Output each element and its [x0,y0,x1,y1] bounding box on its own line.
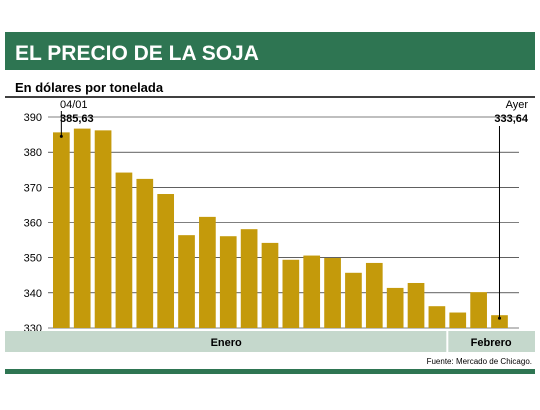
bar [219,236,237,328]
annotation-dot [497,316,501,320]
bar [365,262,383,328]
y-tick-label: 380 [24,147,42,159]
month-label: Enero [211,337,242,349]
chart-title: EL PRECIO DE LA SOJA [15,42,259,65]
bar [94,130,112,328]
bar [115,172,133,328]
bar [282,259,300,328]
annotation-value: 385,63 [60,113,94,125]
annotation-label: 04/01 [60,99,88,111]
bar [470,292,487,328]
bottom-rule [5,369,535,374]
bar [324,258,341,328]
bar [428,306,446,328]
bar [449,312,467,328]
bar [303,255,321,328]
y-tick-label: 340 [24,288,42,300]
bar [386,287,404,328]
bar [491,315,508,328]
y-tick-label: 390 [24,112,42,124]
month-band [5,331,535,352]
y-tick-label: 360 [24,218,42,230]
bar [53,132,70,328]
annotation-dot [59,134,63,138]
chart-subtitle: En dólares por tonelada [15,80,164,95]
annotation-value: 333,64 [494,113,529,125]
bar [178,235,195,328]
bar [407,282,425,328]
bar [240,229,258,328]
y-tick-label: 350 [24,253,42,265]
bar [157,194,175,328]
title-bar [5,32,535,70]
month-label: Febrero [471,337,512,349]
bar [261,242,279,328]
bar [73,128,91,328]
annotation-label: Ayer [506,99,529,111]
y-tick-label: 370 [24,182,42,194]
bar [199,216,216,328]
bar [136,178,154,328]
bar [345,272,362,328]
source-note: Fuente: Mercado de Chicago. [427,357,532,366]
